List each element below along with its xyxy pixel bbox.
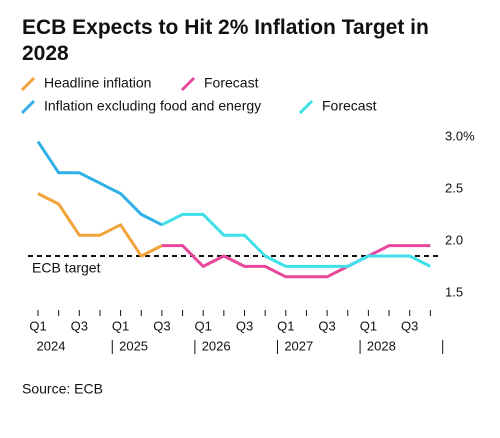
legend-label: Forecast xyxy=(322,98,377,114)
legend-swatch xyxy=(298,99,314,115)
year-label: 2025 xyxy=(119,338,148,353)
series-line xyxy=(161,212,432,268)
x-tick-label: Q1 xyxy=(195,318,212,333)
y-tick-label: 3.0% xyxy=(445,128,475,143)
x-tick-label: Q3 xyxy=(318,318,335,333)
x-tick-label: Q1 xyxy=(112,318,129,333)
chart-title: ECB Expects to Hit 2% Inflation Target i… xyxy=(22,16,429,65)
x-tick-label: Q1 xyxy=(360,318,377,333)
source: Source: ECB xyxy=(22,381,103,397)
y-tick-label: 2.5 xyxy=(445,180,463,195)
series-line xyxy=(36,140,163,227)
x-tick-label: Q3 xyxy=(236,318,253,333)
x-tick-label: Q3 xyxy=(401,318,418,333)
year-label: 2028 xyxy=(367,338,396,353)
x-tick-label: Q1 xyxy=(277,318,294,333)
legend-swatch xyxy=(20,99,36,115)
y-tick-label: 1.5 xyxy=(445,284,463,299)
year-label: 2026 xyxy=(202,338,231,353)
legend-label: Inflation excluding food and energy xyxy=(44,98,261,114)
legend-label: Forecast xyxy=(204,75,259,91)
y-tick-label: 2.0 xyxy=(445,232,463,247)
target-label: ECB target xyxy=(32,260,101,276)
legend-label: Headline inflation xyxy=(44,75,151,91)
legend-swatch xyxy=(180,76,196,92)
x-tick-label: Q3 xyxy=(153,318,170,333)
legend-swatch xyxy=(20,76,36,92)
series-line xyxy=(161,244,431,279)
year-label: 2027 xyxy=(284,338,313,353)
series-line xyxy=(37,192,163,258)
x-tick-label: Q3 xyxy=(71,318,88,333)
x-tick-label: Q1 xyxy=(29,318,46,333)
year-label: 2024 xyxy=(37,338,66,353)
